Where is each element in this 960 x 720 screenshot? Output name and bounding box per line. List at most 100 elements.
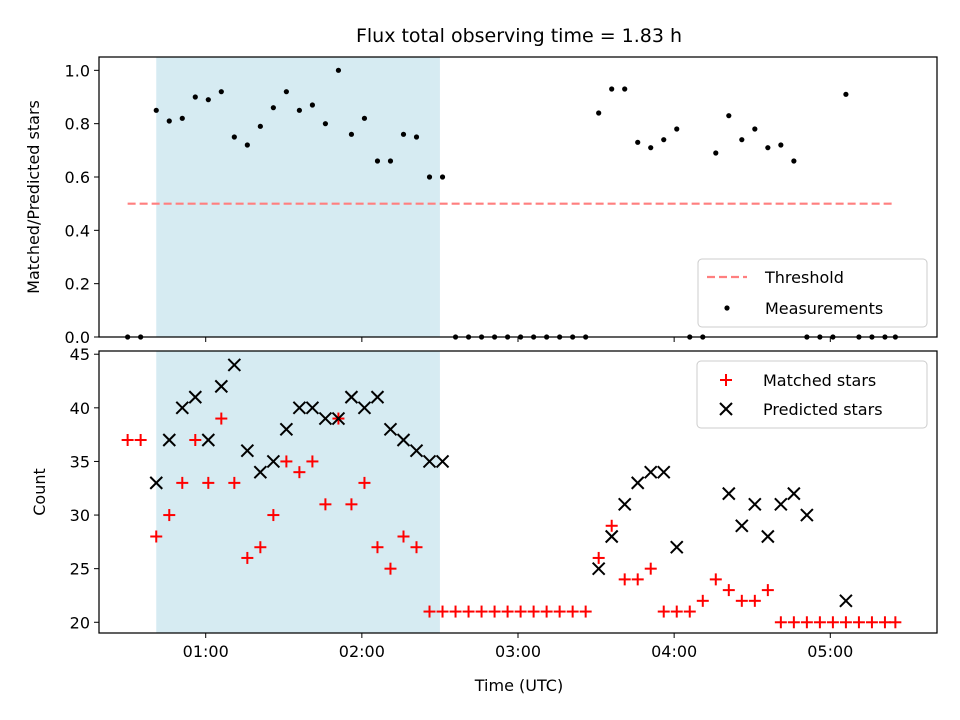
matched-star-point [176,476,189,489]
matched-star-point [527,605,540,618]
matched-star-point [267,509,280,522]
measurement-point [791,158,797,164]
bottom-plot-frame [98,350,938,634]
matched-star-point [423,605,436,618]
predicted-star-point [266,454,281,469]
measurement-point [296,107,302,113]
predicted-star-point [279,422,294,436]
matched-star-point [774,616,787,629]
matched-star-point [800,616,813,629]
top-panel: 0.0 0.2 0.4 0.6 0.8 1.0 Matched/Predicted sta… [24,56,938,347]
legend-matched-label: Matched stars [763,371,876,390]
bottom-y-axis-label: Count [30,468,49,516]
matched-star-point [189,433,202,446]
matched-star-point [865,616,878,629]
predicted-star-point [435,454,450,469]
y-tick-label: 0.0 [65,328,90,347]
measurement-point [231,134,237,140]
y-tick-label: 25 [70,560,90,579]
predicted-star-point [604,529,619,544]
y-tick-label: 0.4 [65,221,90,240]
matched-star-point [319,498,332,511]
measurement-point [374,158,381,164]
matched-star-point [293,466,306,479]
measurement-point [322,121,329,127]
matched-star-point [657,605,670,618]
predicted-star-point [318,411,333,426]
measurement-point [439,174,446,180]
y-tick-label: 45 [70,345,90,364]
y-tick-label: 20 [70,613,90,632]
legend-predicted-swatch [719,402,733,416]
predicted-star-point [644,465,658,479]
matched-star-point [280,455,293,468]
matched-star-point [371,541,384,554]
matched-star-point [254,541,267,554]
measurement-point [218,89,224,95]
predicted-star-point [761,529,775,544]
matched-star-point [709,573,722,586]
measurement-point [661,137,667,143]
matched-star-point [735,594,748,607]
matched-star-point [134,433,147,446]
matched-star-point [150,530,163,543]
matched-star-point [852,616,865,629]
matched-star-point [644,562,657,575]
bottom-highlight-span [156,351,440,633]
predicted-star-point [787,486,801,501]
matched-star-point [696,594,709,607]
predicted-star-point [162,433,176,447]
matched-star-point [839,616,852,629]
matched-star-point [761,584,774,597]
measurement-point [635,139,641,145]
matched-star-point [889,616,902,629]
matched-star-point [462,605,475,618]
matched-star-point [592,551,605,564]
predicted-star-point [292,401,307,415]
top-legend-box [697,258,928,328]
measurement-point [413,134,420,140]
y-tick-label: 0.8 [65,115,90,134]
legend-threshold-label: Threshold [764,268,844,287]
matched-star-point [215,412,228,425]
measurement-point [179,115,185,121]
matched-star-point [397,530,410,543]
matched-star-point [579,605,592,618]
measurement-point [283,89,289,95]
predicted-star-point [631,476,645,490]
legend-measurements-swatch [724,305,730,311]
measurement-point [778,142,784,148]
predicted-star-point [422,454,437,469]
legend-matched-swatch [720,374,732,386]
measurement-point [192,94,198,100]
measurement-point [348,131,355,137]
matched-star-point [306,455,319,468]
predicted-star-point [240,444,255,458]
predicted-star-point [357,401,372,415]
matched-star-point [163,509,176,522]
legend-measurements-label: Measurements [765,299,883,318]
measurement-point [609,86,615,92]
measurement-point [270,105,276,111]
measurement-point [765,145,771,151]
predicted-star-point [722,486,736,501]
measurement-point [674,126,680,132]
y-tick-label: 0.6 [65,168,90,187]
measurement-point [596,110,602,116]
matched-star-point [436,605,449,618]
matched-star-point [241,551,254,564]
matched-star-point [566,605,579,618]
predicted-star-point [331,411,346,426]
matched-star-point [605,519,618,532]
matched-star-point [787,616,800,629]
measurement-point [843,91,849,97]
matched-star-point [826,616,839,629]
top-marks [125,67,898,340]
measurement-point [257,123,263,129]
matched-star-point [813,616,826,629]
matched-star-point [202,476,215,489]
predicted-star-point [201,433,216,447]
matched-star-point [475,605,488,618]
matched-star-point [722,584,735,597]
